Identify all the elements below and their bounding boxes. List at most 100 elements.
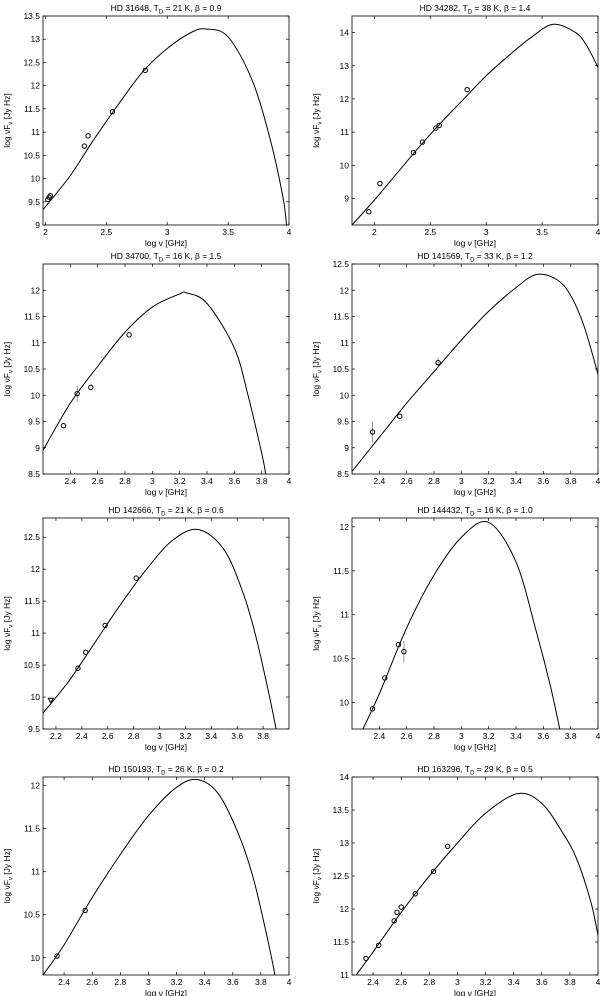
panel-title: HD 31648, TD = 21 K, β = 0.9 [111,3,222,16]
x-tick-label: 2.8 [428,476,440,486]
text-rest: [Jy Hz] [2,93,12,121]
panel-title: HD 142666, TD = 21 K, β = 0.6 [108,505,224,518]
y-tick-label: 12.5 [23,57,40,67]
text-rest: = 21 K, β = 0.6 [165,505,224,515]
panel-title: HD 150193, TD = 26 K, β = 0.2 [108,764,224,777]
text-main: HD 144432, T [417,505,470,515]
y-tick-label: 12 [340,904,350,914]
text-main: HD 34282, T [420,3,468,13]
y-tick-label: 11 [340,610,349,620]
text-subscript: ν [9,625,15,628]
y-tick-label: 10 [31,390,41,400]
x-tick-label: 3.8 [255,977,267,987]
text-rest: [Jy Hz] [2,342,12,370]
x-tick-label: 2.4 [373,476,385,486]
y-tick-label: 12 [31,564,41,574]
data-point [75,665,81,671]
y-tick-label: 8.5 [28,469,40,479]
x-tick-label: 2.4 [367,977,379,987]
x-tick-label: 2.5 [424,227,436,237]
data-point [464,86,470,93]
y-tick-label: 10 [340,160,350,170]
y-tick-label: 11.5 [24,596,40,606]
model-sed-curve [43,28,288,225]
text-rest: = 21 K, β = 0.9 [163,3,222,13]
data-point [430,868,437,875]
data-point [88,384,94,391]
y-tick-label: 12 [31,81,41,91]
x-tick-label: 2.8 [119,476,131,486]
data-point [363,955,369,962]
x-tick-label: 3.2 [171,977,183,987]
x-tick-label: 3.4 [508,977,520,987]
x-tick-label: 2.4 [64,476,76,486]
text-rest: [Jy Hz] [311,93,321,121]
text-main: log νF [2,880,12,903]
upper-limit-marker [47,697,55,704]
text-main: log νF [2,373,12,396]
x-axis-label: log ν [GHz] [145,238,187,248]
x-tick-label: 3.6 [228,476,240,486]
data-point [419,139,426,145]
y-tick-label: 10 [340,698,350,708]
x-tick-label: 3.4 [510,731,522,741]
x-tick-label: 2.8 [423,977,435,987]
x-tick-label: 2.6 [395,977,407,987]
text-rest: = 26 K, β = 0.2 [165,764,224,774]
plot-frame [42,776,290,976]
x-tick-label: 3 [157,731,162,741]
x-tick-label: 3.4 [199,977,211,987]
x-tick-label: 2.6 [102,731,114,741]
data-point [60,423,67,429]
text-subscript: ν [9,122,15,125]
x-tick-label: 4 [287,476,292,486]
model-sed-curve [355,792,598,975]
y-tick-label: 10.5 [23,910,40,920]
y-tick-label: 9.5 [28,417,40,427]
data-point [394,909,400,915]
x-tick-label: 3 [146,977,151,987]
y-tick-label: 10 [31,953,41,963]
y-tick-label: 9.5 [28,197,40,207]
text-rest: [Jy Hz] [311,342,321,370]
y-tick-label: 12.5 [332,259,349,269]
x-tick-label: 3.5 [222,227,234,237]
text-subscript: D [468,10,473,16]
sed-panel: HD 144432, TD = 16 K, β = 1.0 2.4 2.6 2.8 3 3… [311,505,600,752]
x-axis-label: log ν [GHz] [454,238,496,248]
text-main: log νF [311,880,321,903]
sed-panel: HD 142666, TD = 21 K, β = 0.6 2.2 2.4 2.6 2.… [2,505,290,752]
text-subscript: ν [318,122,324,125]
plot-frame [42,263,290,475]
text-main: log νF [311,373,321,396]
panel-title: HD 144432, TD = 16 K, β = 1.0 [417,505,533,518]
y-tick-label: 12 [340,285,350,295]
x-tick-label: 3.2 [180,731,192,741]
x-tick-label: 4 [596,977,600,987]
model-sed-curve [352,23,598,225]
y-tick-label: 11 [31,338,40,348]
text-subscript: D [470,771,475,777]
y-axis-label: log νFν [Jy Hz] [2,342,15,397]
plot-frame [42,517,290,730]
y-tick-label: 11.5 [333,566,349,576]
x-tick-label: 4 [596,227,600,237]
x-tick-label: 3.8 [565,476,577,486]
y-tick-label: 11.5 [24,104,40,114]
text-main: HD 150193, T [108,764,161,774]
x-tick-label: 4 [596,731,600,741]
model-sed-curve [352,273,598,472]
x-tick-label: 3.5 [536,227,548,237]
y-tick-label: 11 [340,970,349,980]
y-tick-label: 9.5 [337,417,349,427]
text-rest: = 16 K, β = 1.5 [163,251,222,261]
y-tick-label: 10.5 [23,364,40,374]
y-axis-label: log νFν [Jy Hz] [311,342,324,397]
x-tick-label: 3.4 [510,476,522,486]
x-tick-label: 3 [459,731,464,741]
text-rest: [Jy Hz] [2,849,12,877]
x-tick-label: 2.8 [428,731,440,741]
x-tick-label: 3.8 [565,731,577,741]
y-tick-label: 12.5 [23,532,40,542]
sed-panel: HD 141569, TD = 33 K, β = 1.2 2.4 2.6 2.8 3 3… [311,251,600,497]
